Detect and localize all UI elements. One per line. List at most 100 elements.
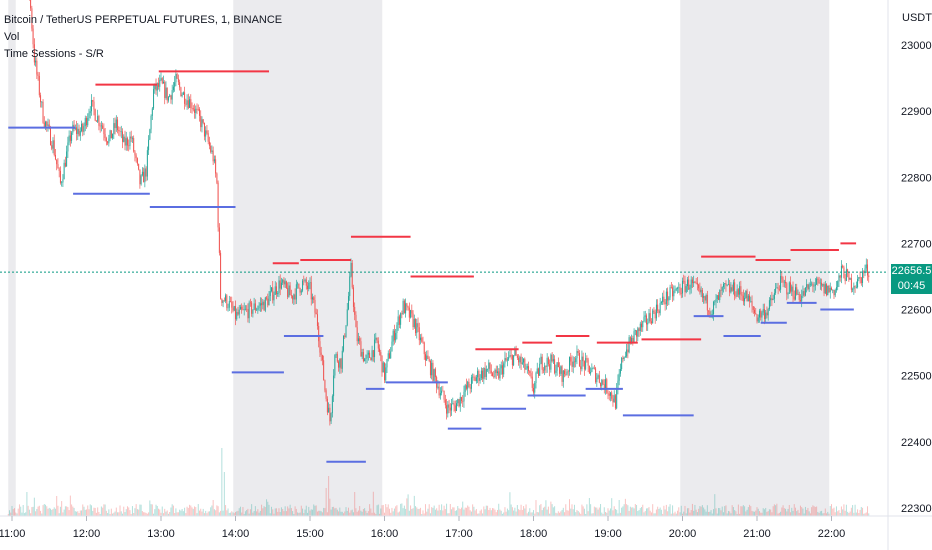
candle-body [191, 108, 193, 109]
candle-body [452, 403, 454, 404]
volume-bar [744, 506, 746, 516]
candle-body [475, 377, 477, 382]
volume-bar [61, 501, 63, 516]
volume-indicator-label[interactable]: Vol [4, 31, 20, 43]
volume-bar [799, 505, 801, 516]
time-tick-7: 18:00 [520, 528, 548, 540]
volume-bar [84, 509, 86, 516]
volume-bar [241, 512, 243, 516]
volume-bar [390, 512, 392, 516]
candle-body [540, 356, 542, 364]
volume-bar [64, 506, 66, 516]
candle-body [129, 136, 131, 147]
volume-bar [263, 506, 265, 516]
candle-body [724, 283, 726, 285]
volume-bar [768, 509, 770, 516]
volume-bar [683, 511, 685, 516]
candle-body [845, 269, 847, 281]
volume-bar [205, 510, 207, 516]
volume-bar [71, 504, 73, 516]
volume-bar [577, 511, 579, 516]
candle-body [812, 283, 814, 287]
volume-bar [603, 507, 605, 516]
volume-bar [355, 508, 357, 516]
volume-bar [372, 491, 374, 516]
candle-body [87, 118, 89, 126]
candle-body [43, 122, 45, 128]
volume-bar [765, 507, 767, 516]
volume-bar [785, 508, 787, 516]
volume-bar [736, 513, 738, 516]
volume-bar [680, 505, 682, 516]
candle-body [590, 371, 592, 374]
volume-bar [118, 512, 120, 516]
volume-bar [42, 505, 44, 516]
volume-bar [439, 510, 441, 516]
volume-bar [411, 508, 413, 516]
volume-bar [773, 504, 775, 516]
price-tick-7: 23000.0 [901, 40, 932, 52]
candle-body [126, 138, 128, 146]
candle-body [215, 159, 217, 174]
volume-bar [343, 513, 345, 516]
volume-bar [576, 509, 578, 516]
candle-body [31, 8, 33, 29]
volume-bar [510, 504, 512, 516]
candle-body [202, 119, 204, 123]
candle-body [528, 366, 530, 372]
volume-bar [221, 448, 223, 516]
candle-body [835, 287, 837, 291]
volume-bar [103, 504, 105, 516]
candle-body [652, 310, 654, 324]
price-axis[interactable]: 22300.0 22400.0 22500.0 22600.0 22700.0 22800… [901, 0, 932, 515]
volume-bar [239, 506, 241, 516]
candle-body [552, 359, 554, 362]
candle-body [720, 290, 722, 291]
volume-bar [408, 510, 410, 516]
volume-bar [614, 508, 616, 516]
candle-body [269, 291, 271, 296]
time-axis[interactable]: 11:00 12:00 13:00 14:00 15:00 16:00 17:00 18:00… [0, 516, 845, 540]
volume-bar [766, 511, 768, 516]
volume-bar [201, 511, 203, 516]
candle-body [660, 302, 662, 304]
volume-bar [705, 511, 707, 516]
session-band-1 [233, 0, 383, 516]
volume-bar [210, 507, 212, 516]
symbol-title[interactable]: Bitcoin / TetherUS PERPETUAL FUTURES, 1,… [4, 14, 283, 26]
candle-body [462, 400, 464, 402]
volume-bar [823, 513, 825, 516]
volume-bar [695, 509, 697, 516]
volume-bar [685, 513, 687, 516]
volume-bar [422, 510, 424, 516]
candle-body [413, 318, 415, 328]
volume-bar [513, 510, 515, 516]
volume-bar [339, 507, 341, 516]
volume-bar [832, 508, 834, 516]
volume-bar [206, 513, 208, 516]
volume-bar [217, 506, 219, 516]
candle-body [431, 362, 433, 376]
candle-body [220, 252, 222, 299]
volume-bar [150, 504, 152, 516]
volume-bar [269, 513, 271, 516]
volume-bar [591, 513, 593, 516]
candle-body [853, 286, 855, 290]
volume-bar [393, 508, 395, 516]
volume-bar [564, 512, 566, 516]
candle-body [736, 289, 738, 297]
volume-bar [561, 509, 563, 516]
volume-bar [690, 510, 692, 516]
candle-body [487, 368, 489, 370]
candle-body [623, 356, 625, 360]
sr-indicator-label[interactable]: Time Sessions - S/R [4, 48, 104, 60]
volume-bar [213, 509, 215, 516]
candle-body [860, 277, 862, 283]
candle-body [190, 99, 192, 109]
candle-body [659, 303, 661, 314]
candle-body [282, 279, 284, 283]
volume-bar [87, 505, 89, 516]
candle-body [485, 369, 487, 377]
candle-body [156, 83, 158, 91]
